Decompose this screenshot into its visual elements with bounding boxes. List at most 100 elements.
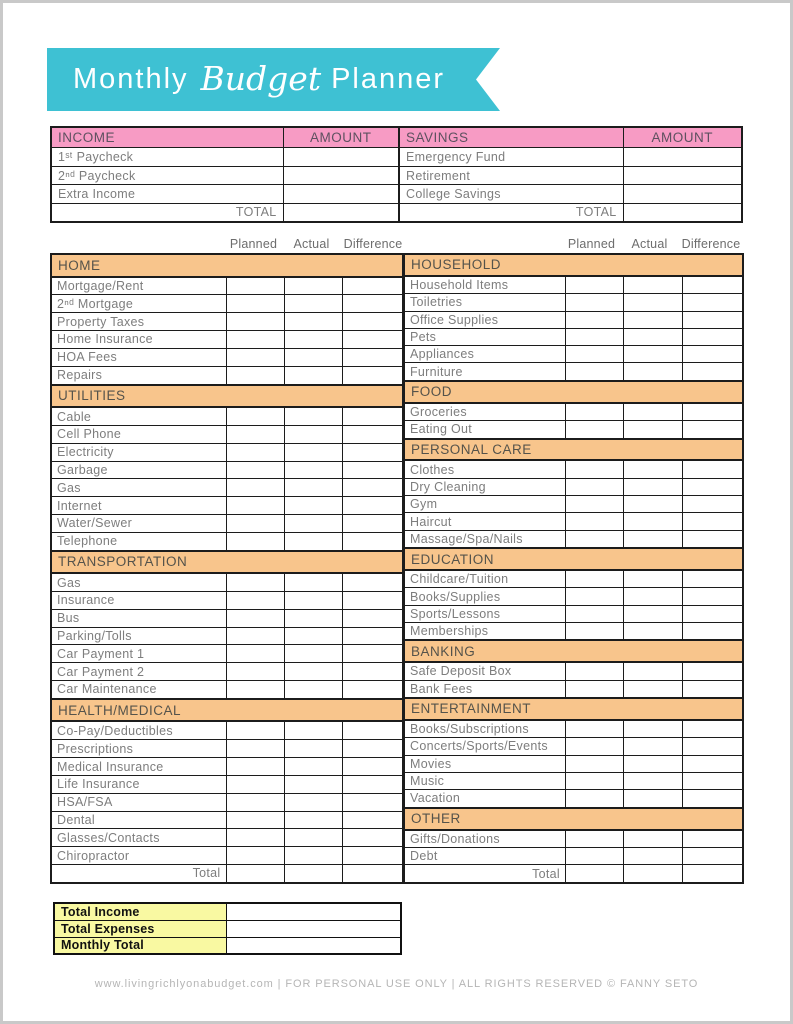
expense-row-label: Car Maintenance: [50, 680, 227, 700]
planned-cell: [225, 626, 285, 646]
summary-value-cell: [225, 902, 402, 921]
difference-cell: [682, 293, 743, 312]
section-header: HOME: [50, 253, 404, 278]
expense-row: Home Insurance: [50, 330, 404, 349]
planned-cell: [225, 330, 285, 349]
difference-cell: [341, 591, 404, 610]
expense-row: Telephone: [50, 531, 404, 552]
actual-cell: [623, 661, 683, 681]
planned-cell: [565, 512, 624, 531]
planned-cell: [565, 719, 624, 739]
planned-column-label: Planned: [567, 237, 616, 251]
difference-cell: [341, 294, 404, 314]
savings-row-label: Retirement: [398, 165, 624, 186]
difference-cell: [682, 362, 743, 382]
expense-row: Parking/Tolls: [50, 626, 404, 646]
expense-row: Car Payment 2: [50, 662, 404, 682]
expense-row-label: Household Items: [404, 275, 566, 295]
expenses-table-left: HOME Mortgage/Rent 2ⁿᵈ Mortgage Property Ta…: [50, 253, 404, 884]
actual-cell: [283, 608, 343, 628]
difference-cell: [682, 587, 743, 606]
savings-amount-cell: [622, 165, 743, 186]
difference-cell: [682, 754, 743, 773]
amount-header-cell: AMOUNT: [622, 126, 743, 149]
actual-cell: [283, 312, 343, 332]
income-total-label: TOTAL: [50, 202, 284, 223]
planned-cell: [225, 572, 285, 593]
difference-cell: [682, 327, 743, 347]
expense-tables: HOME Mortgage/Rent 2ⁿᵈ Mortgage Property Ta…: [50, 253, 744, 884]
difference-cell: [341, 478, 404, 498]
actual-cell: [283, 846, 343, 865]
actual-cell: [283, 644, 343, 664]
expense-row: Bus: [50, 608, 404, 628]
expense-row-label: HSA/FSA: [50, 792, 227, 812]
expense-row: Glasses/Contacts: [50, 828, 404, 848]
expense-row: Eating Out: [404, 420, 743, 440]
expense-row: Safe Deposit Box: [404, 661, 743, 681]
actual-column-label: Actual: [631, 237, 668, 251]
expense-row: Debt: [404, 846, 743, 866]
expense-row-label: Parking/Tolls: [50, 626, 227, 646]
expense-row-label: Books/Subscriptions: [404, 719, 566, 739]
expense-row-label: Concerts/Sports/Events: [404, 737, 566, 756]
difference-cell: [341, 531, 404, 552]
expense-row-label: Memberships: [404, 621, 566, 641]
section-header-row: HOUSEHOLD: [404, 253, 743, 277]
expenses-total-label: Total: [404, 864, 566, 884]
expense-row-label: Cable: [50, 406, 227, 426]
expenses-total-row: Total: [50, 863, 404, 884]
difference-column-label: Difference: [681, 237, 741, 251]
expense-row-label: 2ⁿᵈ Mortgage: [50, 294, 227, 314]
actual-cell: [623, 327, 683, 347]
expense-row: Clothes: [404, 459, 743, 479]
planned-cell: [565, 789, 624, 809]
expense-row-label: Internet: [50, 496, 227, 515]
income-savings-row: 1ˢᵗ Paycheck Emergency Fund: [50, 147, 743, 167]
planned-cell: [225, 774, 285, 794]
difference-cell: [682, 275, 743, 295]
actual-cell: [623, 789, 683, 809]
savings-total-cell: [622, 202, 743, 223]
savings-total-label: TOTAL: [398, 202, 624, 223]
actual-cell: [623, 293, 683, 312]
expense-row: Gifts/Donations: [404, 829, 743, 848]
income-row-label: Extra Income: [50, 184, 284, 204]
actual-column-label: Actual: [293, 237, 330, 251]
expense-row: Concerts/Sports/Events: [404, 737, 743, 756]
planned-cell: [565, 402, 624, 422]
actual-cell: [623, 679, 683, 699]
actual-cell: [283, 496, 343, 515]
actual-cell: [283, 330, 343, 349]
expense-row: Water/Sewer: [50, 513, 404, 533]
expense-row: Garbage: [50, 460, 404, 480]
difference-cell: [341, 406, 404, 426]
planned-cell: [225, 276, 285, 296]
actual-cell: [283, 531, 343, 552]
section-header-row: UTILITIES: [50, 383, 404, 409]
section-header: OTHER: [404, 806, 743, 831]
difference-cell: [682, 345, 743, 364]
difference-cell: [341, 424, 404, 444]
difference-cell: [682, 661, 743, 681]
expense-row-label: Mortgage/Rent: [50, 276, 227, 296]
difference-cell: [682, 737, 743, 756]
planned-cell: [225, 424, 285, 444]
expense-row: Sports/Lessons: [404, 604, 743, 623]
expense-row-label: Bank Fees: [404, 679, 566, 699]
actual-cell: [283, 739, 343, 759]
difference-cell: [682, 604, 743, 623]
summary-row: Total Income: [53, 902, 402, 921]
difference-cell: [341, 626, 404, 646]
planned-cell: [565, 362, 624, 382]
difference-cell: [682, 459, 743, 479]
expense-row: Appliances: [404, 345, 743, 364]
actual-cell: [283, 792, 343, 812]
income-total-cell: [282, 202, 400, 223]
value-columns-header-left: Planned Actual Difference: [224, 237, 406, 251]
expense-row: Chiropractor: [50, 846, 404, 865]
actual-cell: [623, 477, 683, 497]
difference-cell: [341, 720, 404, 741]
expenses-total-label: Total: [50, 863, 227, 884]
